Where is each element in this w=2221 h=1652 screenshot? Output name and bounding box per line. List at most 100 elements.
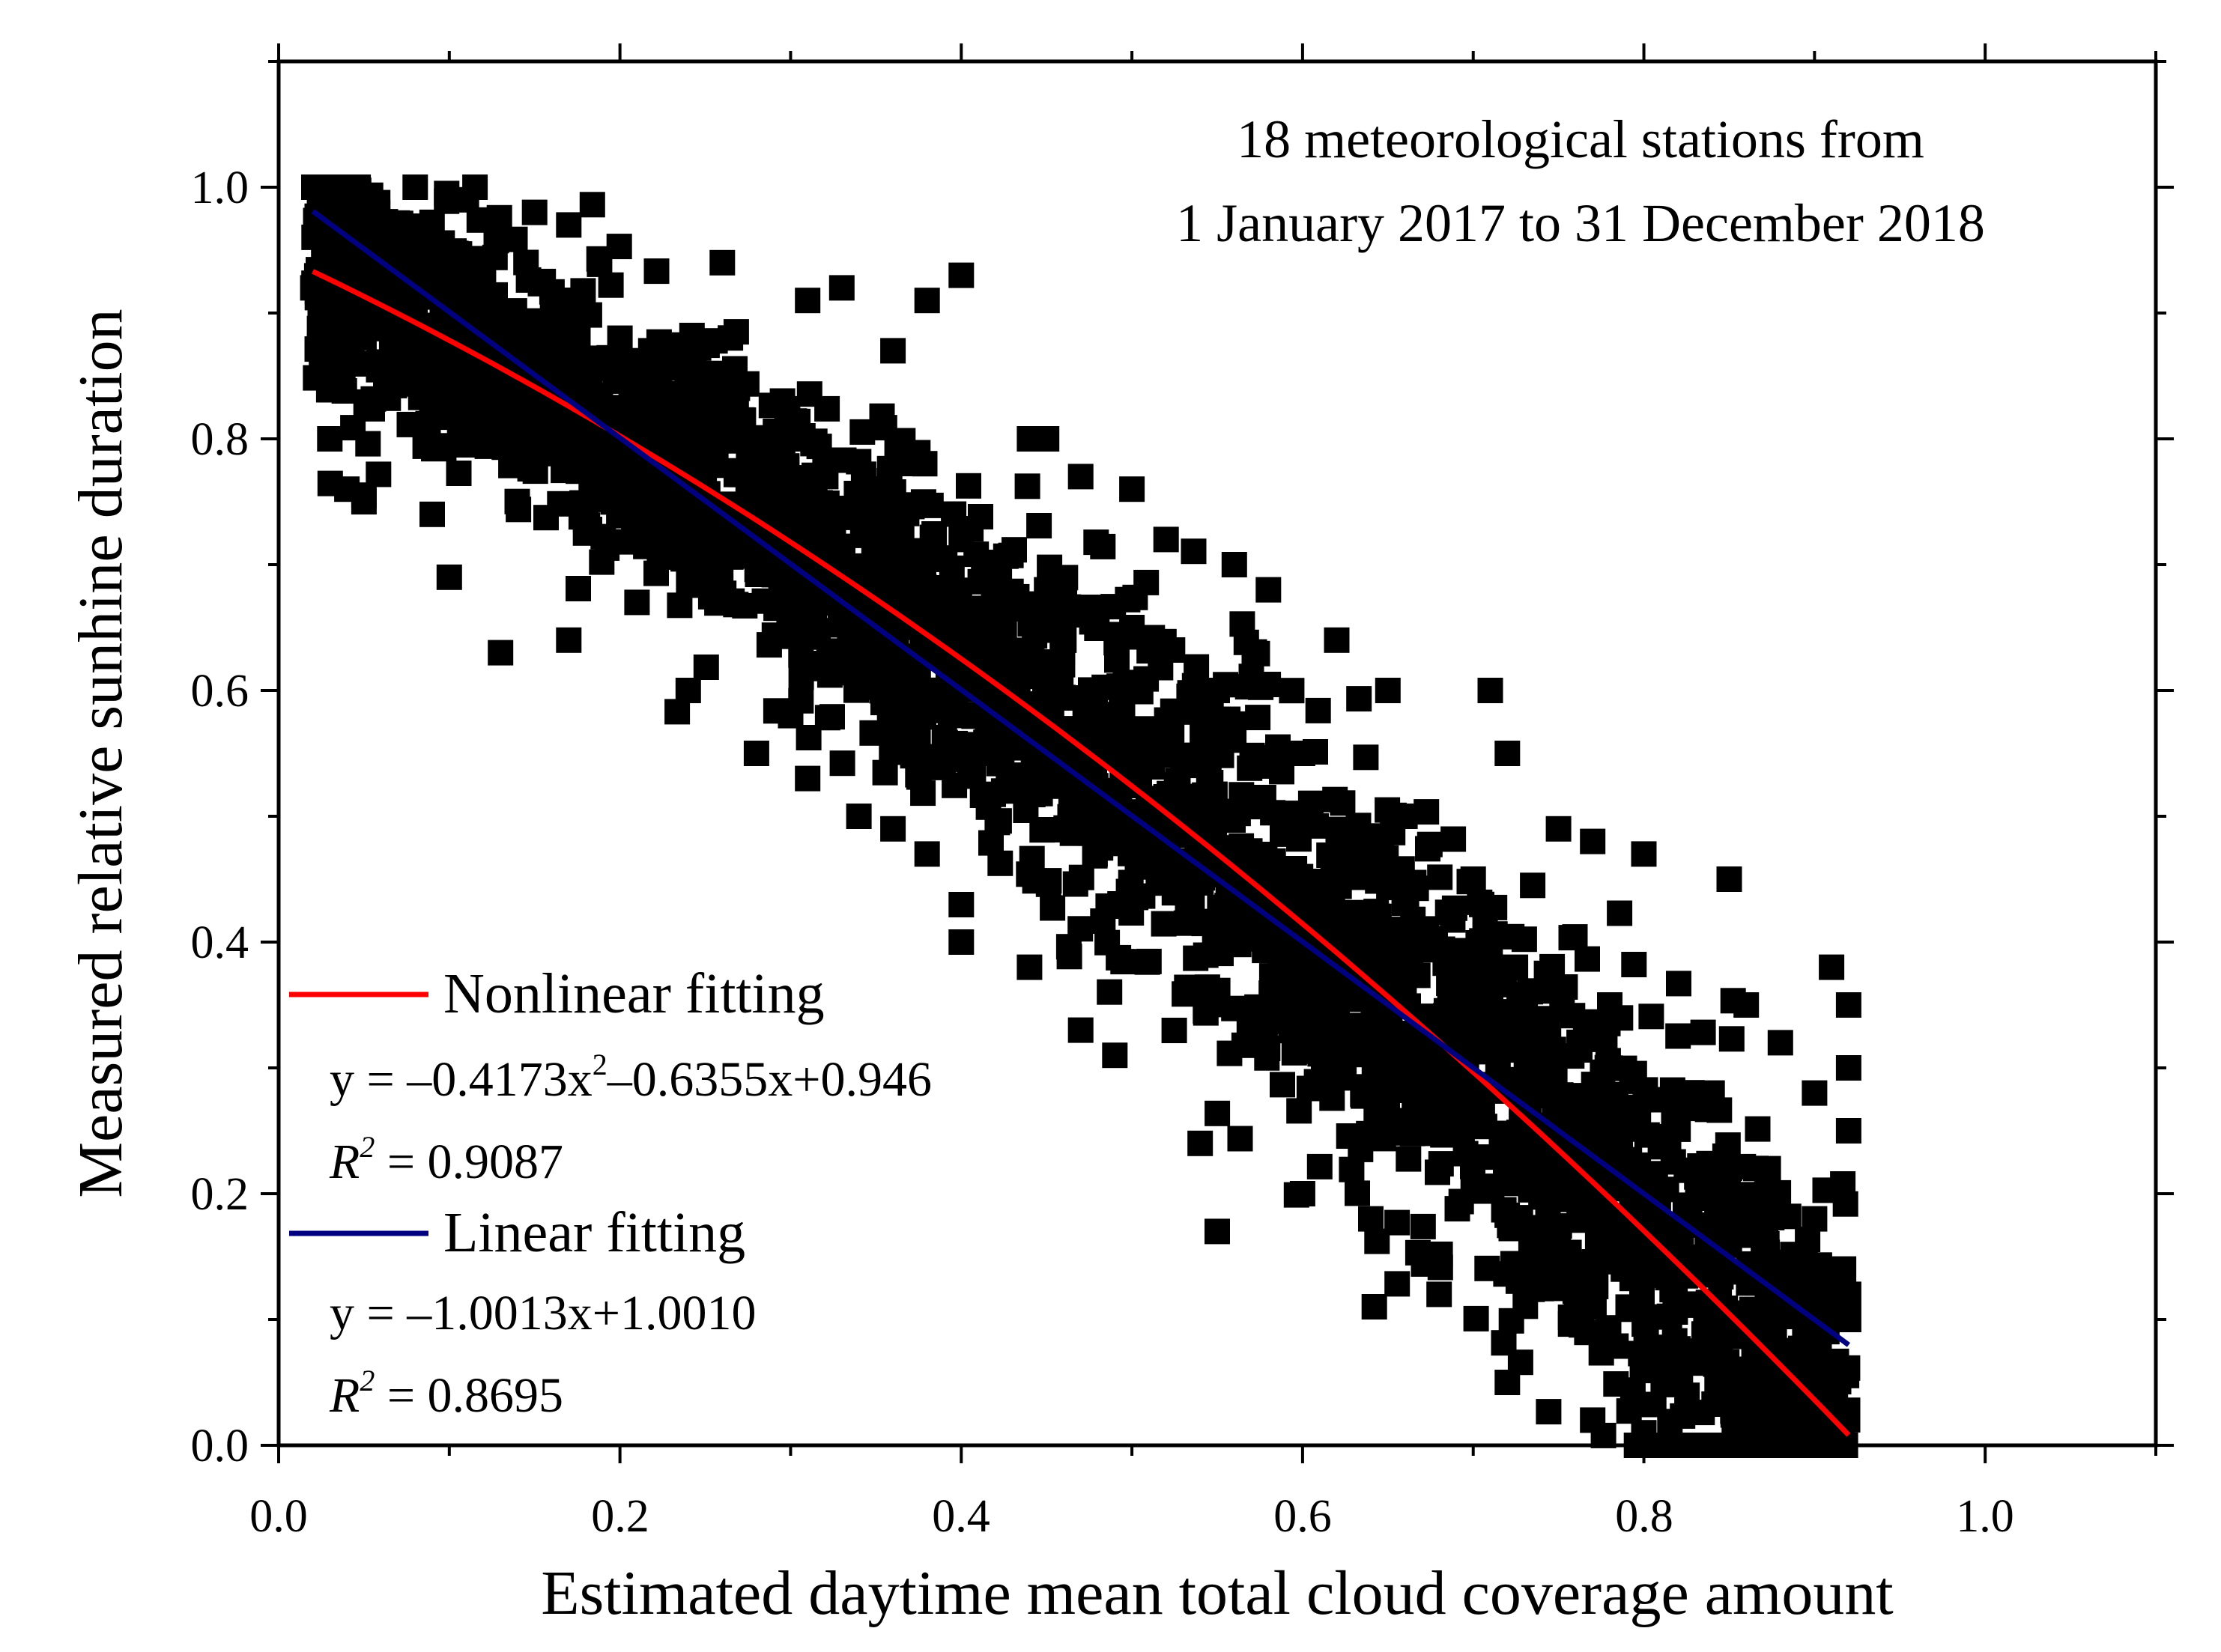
scatter-point — [914, 841, 940, 867]
scatter-point — [902, 661, 928, 687]
scatter-point — [758, 392, 784, 419]
scatter-point — [1729, 1205, 1755, 1231]
scatter-point — [1574, 1320, 1600, 1346]
scatter-point — [1260, 800, 1286, 826]
scatter-point — [600, 476, 626, 502]
scatter-point — [1701, 1391, 1727, 1417]
legend-label-nonlinear: Nonlinear fitting — [443, 962, 825, 1025]
scatter-point — [1760, 1254, 1787, 1280]
scatter-point — [664, 699, 691, 725]
scatter-point — [897, 492, 923, 518]
scatter-point — [1673, 1096, 1699, 1122]
scatter-point — [1603, 1371, 1629, 1397]
scatter-point — [1454, 975, 1480, 1001]
scatter-point — [667, 524, 694, 550]
scatter-point — [1032, 667, 1058, 693]
scatter-point — [1670, 1403, 1696, 1429]
scatter-point — [1240, 847, 1267, 872]
x-tick-labels: 0.0 0.2 0.4 0.6 0.8 1.0 — [249, 1491, 2014, 1542]
scatter-point — [1326, 1065, 1352, 1091]
scatter-point — [1193, 942, 1219, 968]
scatter-point — [421, 436, 446, 462]
linear-r2: R2 = 0.8695 — [329, 1364, 563, 1423]
scatter-point — [1608, 1127, 1633, 1153]
scatter-point — [776, 610, 802, 636]
scatter-point — [911, 598, 937, 625]
scatter-point — [500, 305, 527, 331]
scatter-point — [1372, 1013, 1399, 1039]
scatter-point — [1153, 526, 1179, 553]
scatter-point — [1037, 765, 1063, 791]
scatter-point — [976, 644, 1002, 670]
scatter-point — [960, 763, 987, 789]
scatter-point — [831, 609, 858, 635]
scatter-point — [556, 212, 582, 238]
scatter-point — [1812, 1177, 1838, 1203]
scatter-point — [843, 677, 869, 703]
scatter-point — [1427, 864, 1453, 890]
scatter-point — [351, 325, 377, 351]
scatter-point — [345, 177, 372, 204]
scatter-point — [868, 541, 894, 568]
scatter-point — [1401, 869, 1427, 896]
scatter-point — [1653, 1176, 1679, 1203]
nonlinear-r2: R2 = 0.9087 — [329, 1130, 563, 1189]
scatter-point — [1482, 1023, 1508, 1049]
scatter-point — [1067, 1017, 1094, 1043]
scatter-point — [1036, 868, 1062, 894]
scatter-point — [393, 354, 419, 380]
scatter-point — [1544, 1225, 1570, 1251]
scatter-point — [1034, 577, 1060, 603]
scatter-point — [1220, 711, 1246, 737]
scatter-point — [527, 270, 554, 297]
y-tick-label: 0.0 — [191, 1421, 249, 1472]
scatter-point — [779, 499, 805, 525]
scatter-point — [470, 262, 497, 288]
scatter-point — [1835, 1055, 1861, 1081]
scatter-point — [598, 272, 624, 298]
scatter-point — [1491, 1330, 1517, 1356]
scatter-point — [829, 750, 855, 777]
scatter-point — [521, 325, 548, 351]
x-axis-title: Estimated daytime mean total cloud cover… — [541, 1558, 1893, 1628]
scatter-point — [1361, 1294, 1387, 1320]
scatter-point — [1662, 1299, 1688, 1325]
scatter-point — [1631, 841, 1657, 867]
scatter-point — [646, 380, 673, 406]
scatter-point — [443, 255, 469, 281]
scatter-point — [1699, 1080, 1725, 1106]
x-tick-label: 0.2 — [591, 1491, 649, 1542]
scatter-point — [1110, 949, 1136, 975]
scatter-point — [1466, 1178, 1492, 1204]
scatter-point — [1430, 1122, 1456, 1148]
scatter-point — [1151, 911, 1177, 937]
scatter-point — [1130, 883, 1156, 909]
scatter-point — [1193, 700, 1219, 726]
scatter-point — [360, 395, 385, 422]
scatter-point — [937, 702, 963, 729]
scatter-point — [1567, 1037, 1593, 1063]
scatter-point — [1488, 1001, 1515, 1027]
scatter-point — [709, 249, 736, 276]
scatter-point — [853, 516, 879, 542]
scatter-point — [1026, 513, 1052, 538]
scatter-point — [624, 589, 650, 616]
scatter-point — [1133, 569, 1160, 595]
scatter-point — [1834, 1397, 1861, 1424]
scatter-point — [778, 702, 804, 729]
scatter-point — [1384, 1271, 1411, 1297]
scatter-point — [1477, 678, 1503, 703]
scatter-point — [743, 472, 769, 498]
scatter-point — [1621, 952, 1647, 977]
scatter-point — [300, 275, 326, 301]
scatter-point — [681, 359, 707, 386]
scatter-point — [1607, 900, 1633, 926]
scatter-point — [1549, 997, 1575, 1023]
scatter-point — [805, 655, 831, 681]
scatter-point — [607, 363, 633, 389]
scatter-point — [1426, 1281, 1452, 1308]
scatter-point — [1307, 1041, 1333, 1067]
scatter-point — [556, 627, 582, 653]
scatter-point — [1415, 836, 1440, 862]
scatter-point — [1281, 1039, 1307, 1066]
